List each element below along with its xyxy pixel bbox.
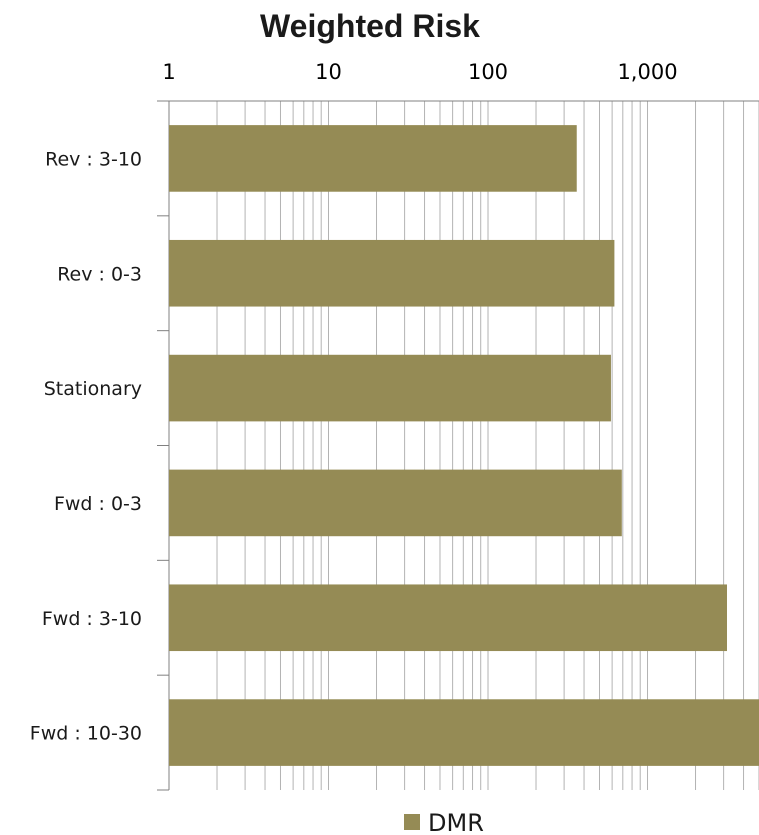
- legend-label: DMR: [428, 809, 484, 835]
- x-tick-label: 100: [468, 60, 508, 84]
- category-label: Rev : 0-3: [57, 263, 142, 285]
- bar: [169, 239, 615, 307]
- bar: [169, 354, 611, 422]
- category-label: Rev : 3-10: [45, 148, 142, 170]
- bar: [169, 584, 727, 652]
- category-labels: Rev : 3-10 Rev : 0-3 Stationary Fwd : 0-3 Fw…: [30, 148, 142, 744]
- bar: [169, 469, 622, 537]
- legend: DMR: [404, 809, 484, 835]
- category-label: Fwd : 3-10: [42, 608, 142, 630]
- category-label: Stationary: [44, 378, 142, 400]
- axes: [157, 100, 759, 791]
- bar: [169, 699, 759, 766]
- bar: [169, 125, 577, 192]
- x-tick-label: 1: [162, 60, 175, 84]
- x-tick-label: 1,000: [617, 60, 677, 84]
- x-tick-labels: 1 10 100 1,000: [162, 60, 677, 84]
- grid-lines: [216, 101, 759, 790]
- category-label: Fwd : 10-30: [30, 723, 142, 745]
- category-label: Fwd : 0-3: [54, 493, 142, 515]
- x-tick-label: 10: [315, 60, 342, 84]
- legend-swatch: [404, 814, 420, 830]
- chart-title: Weighted Risk: [260, 8, 480, 44]
- bars: [169, 125, 759, 766]
